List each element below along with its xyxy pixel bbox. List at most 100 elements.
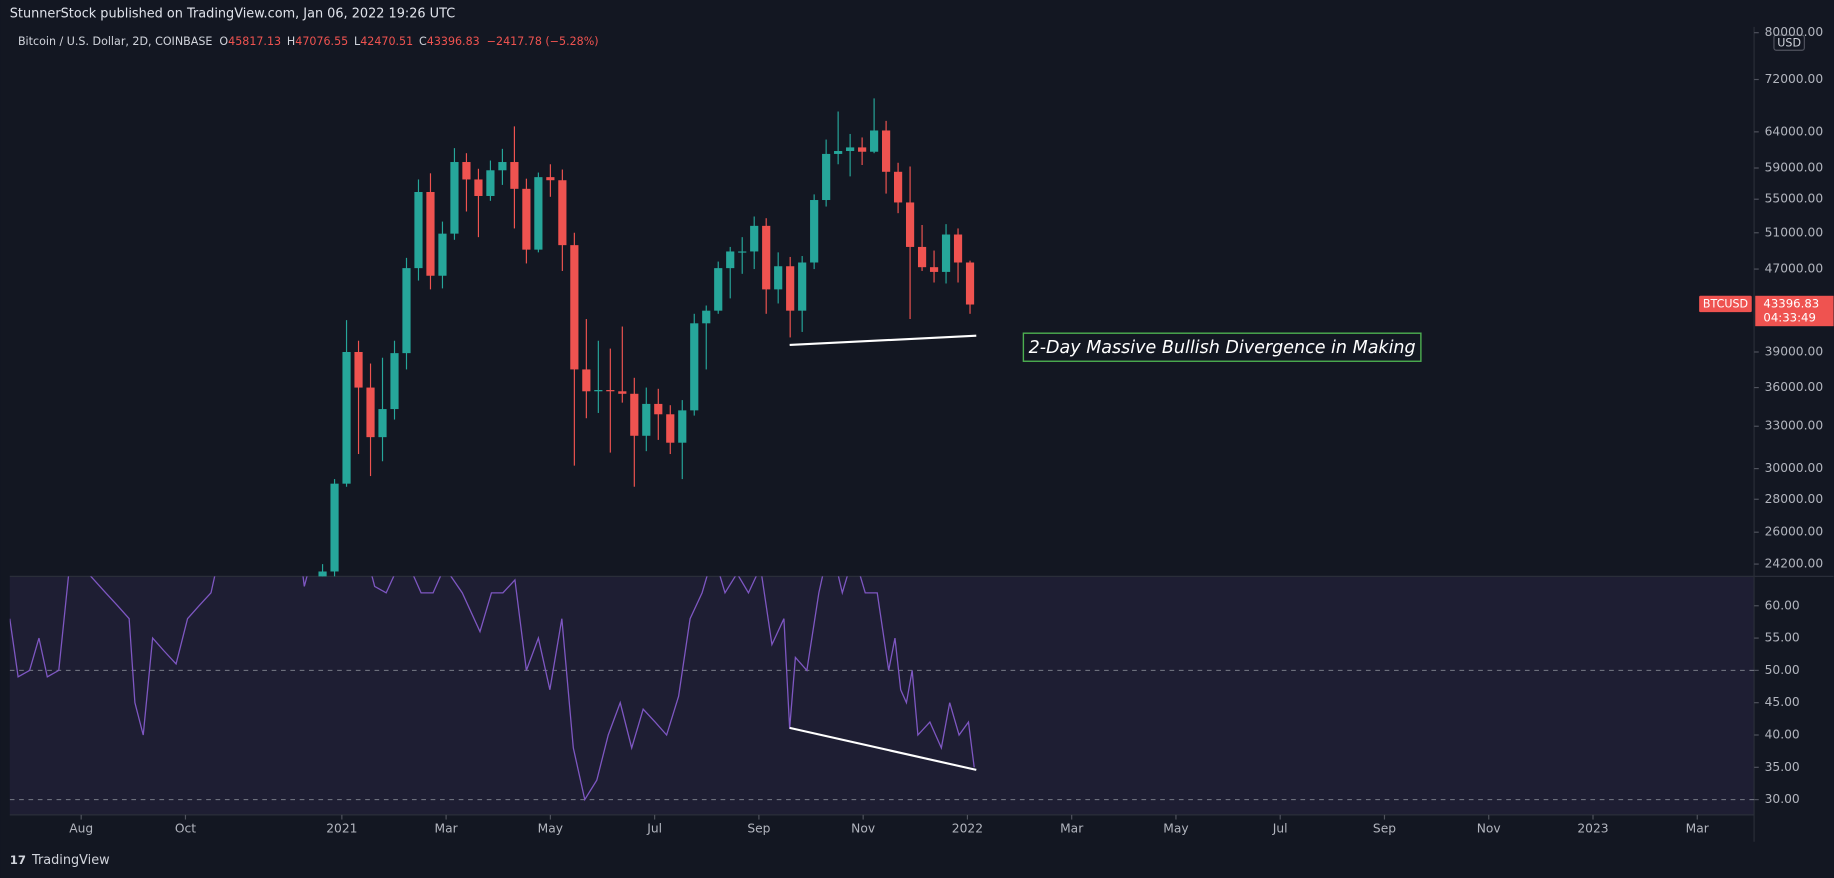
candle-body [378, 409, 387, 438]
symbol-legend: Bitcoin / U.S. Dollar, 2D, COINBASE O4581… [18, 35, 599, 48]
candle-body [702, 310, 711, 324]
candle-body [858, 147, 867, 152]
candle-body [354, 351, 363, 388]
y-tick-label: 72000.00 [1765, 72, 1824, 86]
candle-body [438, 233, 447, 276]
x-tick-label: May [1163, 821, 1188, 835]
candle-body [870, 130, 879, 152]
candle-body [846, 147, 855, 152]
currency-label: USD [1777, 36, 1801, 49]
candle-body [390, 353, 399, 410]
legend-label: L [354, 35, 361, 48]
rsi-pane [9, 576, 1755, 815]
candle-body [534, 177, 543, 250]
y-tick-label: 24200.00 [1765, 557, 1824, 571]
legend-value: 42470.51 [360, 35, 413, 48]
candle-body [941, 234, 951, 272]
y-tick-label: 60.00 [1765, 598, 1800, 612]
legend-label: C [419, 35, 427, 48]
annotation-text: 2-Day Massive Bullish Divergence in Maki… [1029, 338, 1416, 358]
legend-label: O [219, 35, 228, 48]
x-tick-label: Nov [851, 821, 875, 835]
x-tick-label: Oct [175, 821, 196, 835]
candle-body [342, 351, 351, 484]
candle-body [606, 390, 615, 392]
footer-logo: 17 [10, 853, 26, 867]
footer-brand: TradingView [31, 853, 110, 868]
y-tick-label: 28000.00 [1765, 492, 1824, 506]
candle-body [318, 571, 327, 577]
y-tick-label: 26000.00 [1765, 525, 1824, 539]
x-tick-label: 2023 [1577, 821, 1608, 835]
price-tag [1755, 295, 1834, 327]
x-tick-label: Nov [1477, 821, 1501, 835]
candle-body [965, 262, 975, 305]
candle-body [953, 234, 963, 263]
x-tick-label: 2022 [952, 821, 983, 835]
x-tick-label: Sep [1373, 821, 1396, 835]
y-tick-label: 64000.00 [1765, 124, 1824, 138]
candle-body [618, 391, 627, 394]
y-tick-label: 55.00 [1765, 631, 1800, 645]
candle-body [893, 171, 903, 203]
symbol-tag-text: BTCUSD [1703, 298, 1748, 311]
y-tick-label: 30.00 [1765, 792, 1800, 806]
candle-body [786, 266, 795, 311]
price-tag-text: 43396.83 [1763, 296, 1819, 310]
currency-box [1773, 34, 1805, 51]
axes: 80000.00 72000.00 64000.00 59000.00 55000.00… [69, 25, 1823, 835]
y-tick-label: 59000.00 [1765, 161, 1824, 175]
candle-body [594, 390, 603, 392]
y-tick-label: 39000.00 [1765, 344, 1824, 358]
countdown-text: 04:33:49 [1763, 310, 1816, 324]
x-tick-label: Mar [1060, 821, 1084, 835]
y-tick-label: 51000.00 [1765, 225, 1824, 239]
x-tick-label: 2021 [326, 821, 357, 835]
x-tick-label: May [538, 821, 563, 835]
candle-body [834, 151, 843, 154]
y-tick-label: 35.00 [1765, 760, 1800, 774]
candle-body [666, 414, 675, 443]
symbol-tag [1699, 295, 1752, 313]
candle-body [726, 251, 735, 269]
candle-body [366, 387, 375, 438]
candle-body [905, 202, 915, 247]
candle-body [750, 225, 759, 252]
x-tick-label: Jul [646, 821, 662, 835]
candle-body [558, 180, 567, 246]
price-plot [318, 98, 977, 577]
legend-value: 45817.13 [228, 35, 281, 48]
rsi-plot [9, 576, 1755, 802]
legend-label: H [287, 35, 295, 48]
candle-body [414, 191, 423, 269]
legend-value: 43396.83 [427, 35, 480, 48]
candle-body [522, 188, 531, 250]
y-tick-label: 80000.00 [1765, 25, 1824, 39]
rsi-line [9, 576, 975, 802]
publish-header: StunnerStock published on TradingView.co… [10, 7, 455, 22]
candle-body [929, 267, 939, 272]
candle-body [678, 410, 687, 443]
candle-body [654, 403, 663, 415]
candle-body [738, 251, 747, 253]
legend-value: 47076.55 [295, 35, 348, 48]
y-tick-label: 50.00 [1765, 663, 1800, 677]
y-tick-label: 40.00 [1765, 728, 1800, 742]
candle-body [690, 323, 699, 411]
x-tick-label: Jul [1272, 821, 1288, 835]
candle-body [762, 225, 771, 290]
x-tick-label: Sep [747, 821, 770, 835]
candle-body [822, 153, 831, 201]
candle-body [546, 177, 555, 181]
y-tick-label: 47000.00 [1765, 262, 1824, 276]
x-tick-label: Aug [69, 821, 93, 835]
candle-body [510, 162, 519, 189]
y-tick-label: 30000.00 [1765, 461, 1824, 475]
y-tick-label: 45.00 [1765, 695, 1800, 709]
candle-body [917, 246, 927, 268]
candle-body [882, 130, 891, 172]
x-tick-label: Mar [1686, 821, 1710, 835]
candle-body [450, 162, 459, 234]
